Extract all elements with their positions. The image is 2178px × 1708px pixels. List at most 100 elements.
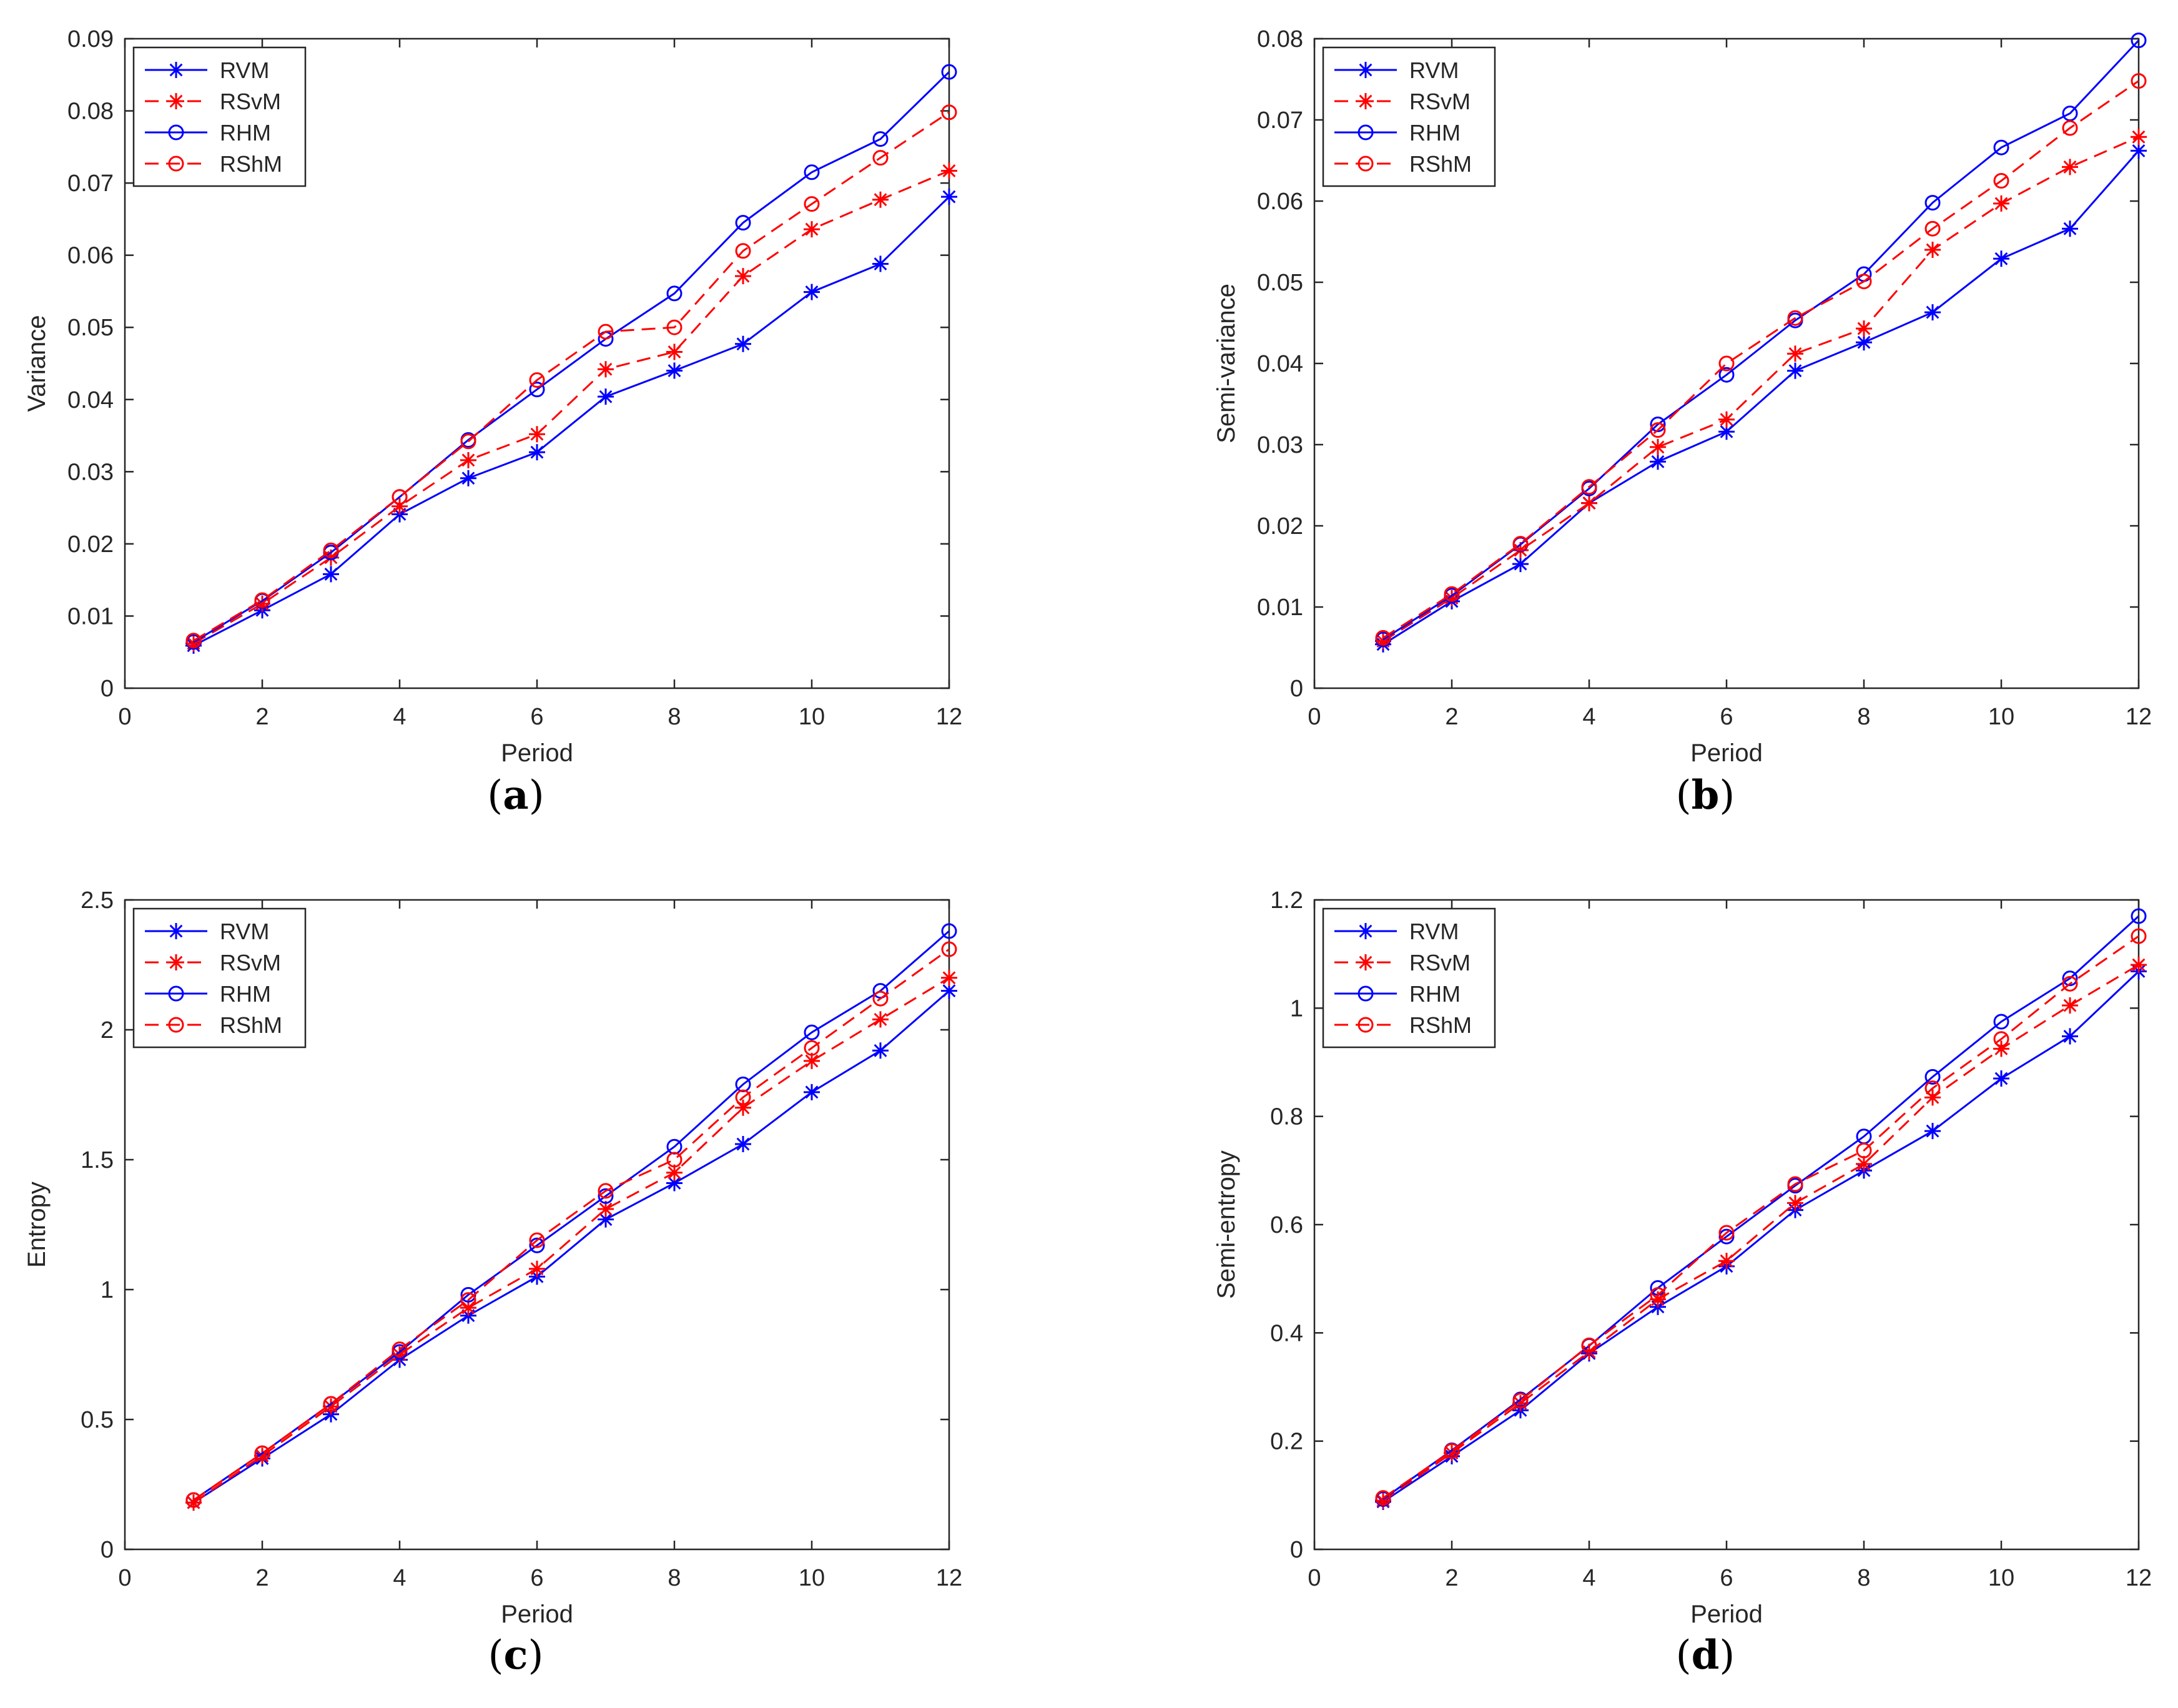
- x-tick-label: 0: [118, 704, 131, 730]
- data-point-rsvm: [1787, 1195, 1803, 1212]
- data-point-rshm: [1993, 173, 2009, 189]
- y-tick-label: 0.01: [1257, 595, 1303, 621]
- legend-marker-rshm: [1358, 1017, 1374, 1033]
- series-line-rsvm: [1382, 136, 2139, 642]
- legend-marker-rsvm: [1358, 954, 1374, 970]
- data-point-rshm: [2062, 975, 2078, 992]
- x-tick-label: 10: [1988, 704, 2014, 730]
- x-tick-label: 2: [255, 704, 269, 730]
- legend-entry-rshm: RShM: [220, 1012, 282, 1038]
- data-point-rshm: [323, 542, 339, 558]
- legend-entry-rshm: RShM: [220, 151, 282, 177]
- legend-entry-rhm: RHM: [220, 120, 271, 146]
- data-point-rsvm: [1650, 438, 1666, 455]
- series-line-rhm: [193, 71, 950, 643]
- data-point-rshm: [392, 1341, 408, 1358]
- y-axis-label: Semi-variance: [1213, 284, 1240, 443]
- x-tick-label: 6: [1720, 1565, 1733, 1591]
- y-tick-label: 0.08: [1257, 26, 1303, 52]
- x-tick-label: 10: [799, 704, 825, 730]
- y-tick-label: 0.4: [1270, 1320, 1303, 1346]
- data-point-rsvm: [1444, 1444, 1460, 1461]
- data-point-rvm: [598, 1211, 614, 1228]
- data-point-rsvm: [1787, 345, 1803, 362]
- data-point-rsvm: [872, 191, 889, 208]
- y-tick-label: 0.09: [67, 26, 114, 52]
- y-tick-label: 0.02: [67, 531, 114, 558]
- caption-letter: b: [1692, 772, 1720, 819]
- x-tick-label: 2: [1445, 704, 1458, 730]
- y-tick-label: 0.06: [1257, 189, 1303, 215]
- data-point-rshm: [941, 941, 957, 957]
- data-point-rsvm: [1856, 320, 1872, 337]
- legend-entry-rhm: RHM: [1409, 981, 1461, 1007]
- series-line-rvm: [1382, 150, 2140, 646]
- data-point-rhm: [804, 164, 820, 180]
- data-point-rhm: [872, 131, 889, 147]
- data-point-rsvm: [2131, 129, 2147, 146]
- series-line-rvm: [1382, 970, 2140, 1503]
- y-tick-label: 1: [1290, 995, 1303, 1022]
- data-point-rshm: [529, 1232, 545, 1248]
- data-point-rshm: [2131, 73, 2147, 89]
- series-line-rsvm: [193, 170, 950, 644]
- y-axis-label: Entropy: [23, 1182, 51, 1268]
- data-point-rvm: [1650, 453, 1666, 470]
- data-point-rsvm: [735, 1099, 751, 1116]
- data-point-rhm: [1924, 195, 1941, 211]
- y-tick-label: 0.8: [1270, 1104, 1303, 1130]
- data-point-rsvm: [941, 969, 957, 986]
- y-tick-label: 0.07: [1257, 107, 1303, 134]
- data-point-rsvm: [2062, 997, 2078, 1014]
- y-axis-label: Semi-entropy: [1213, 1150, 1240, 1299]
- data-point-rshm: [1581, 479, 1597, 495]
- y-tick-label: 0: [1290, 676, 1303, 702]
- data-point-rhm: [529, 382, 545, 398]
- data-point-rvm: [1856, 334, 1872, 351]
- data-point-rvm: [2062, 220, 2078, 237]
- y-tick-label: 0.05: [1257, 270, 1303, 296]
- data-point-rhm: [666, 285, 682, 302]
- x-axis-label: Period: [501, 739, 573, 767]
- x-tick-label: 0: [1308, 704, 1321, 730]
- data-point-rshm: [323, 1396, 339, 1412]
- data-point-rsvm: [1718, 1253, 1735, 1270]
- legend-entry-rvm: RVM: [1409, 919, 1459, 944]
- y-tick-label: 0: [1290, 1537, 1303, 1563]
- y-tick-label: 0.5: [81, 1407, 114, 1433]
- data-point-rsvm: [254, 595, 270, 612]
- data-point-rsvm: [254, 1448, 270, 1464]
- data-point-rhm: [1993, 139, 2009, 155]
- data-point-rvm: [804, 1084, 820, 1100]
- legend-entry-rsvm: RSvM: [220, 89, 281, 114]
- legend-entry-rhm: RHM: [220, 981, 271, 1007]
- panel-caption: (b): [1676, 772, 1735, 819]
- y-tick-label: 0.02: [1257, 513, 1303, 540]
- chart-panel-c: 0 2 4 6 8 10 12 0 0.5 1 1.5 2 2.5 Period Entropy RVM RSv…: [23, 887, 962, 1679]
- y-tick-label: 0: [101, 1537, 114, 1563]
- data-point-rshm: [1787, 310, 1803, 326]
- data-point-rshm: [1650, 1287, 1666, 1303]
- legend-marker-rvm: [168, 62, 184, 78]
- caption-paren-open: (: [488, 1632, 504, 1679]
- data-point-rvm: [1924, 1123, 1941, 1140]
- data-point-rshm: [804, 1040, 820, 1056]
- data-point-rhm: [2062, 970, 2078, 987]
- data-point-rvm: [460, 470, 476, 486]
- data-point-rvm: [598, 388, 614, 405]
- x-tick-label: 12: [936, 1565, 962, 1591]
- x-tick-label: 12: [2126, 704, 2152, 730]
- series-rsvm: [185, 969, 957, 1511]
- legend-marker-rshm: [168, 1017, 184, 1033]
- data-point-rsvm: [1375, 633, 1391, 649]
- series-line-rsvm: [193, 977, 950, 1504]
- data-point-rhm: [1924, 1069, 1941, 1085]
- series-line-rshm: [1382, 935, 2139, 1499]
- data-point-rshm: [872, 150, 889, 166]
- data-point-rshm: [872, 990, 889, 1007]
- data-point-rshm: [1787, 1176, 1803, 1192]
- data-point-rshm: [666, 319, 682, 335]
- data-point-rsvm: [1856, 1155, 1872, 1172]
- caption-paren-close: ): [529, 773, 544, 819]
- legend-entry-rshm: RShM: [1409, 151, 1472, 177]
